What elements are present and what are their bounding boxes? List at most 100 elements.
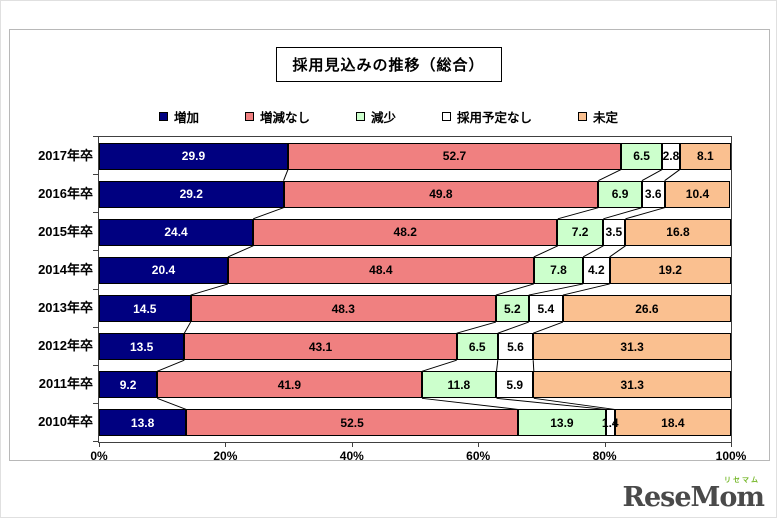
legend-label-increase: 増加 — [173, 111, 199, 125]
bar-segment: 6.9 — [598, 180, 642, 208]
resemom-logo-kana: リセマム — [724, 477, 760, 484]
bar-row: 20.4 48.4 7.8 4.2 19.2 — [99, 256, 731, 284]
x-axis-label: 40% — [339, 449, 364, 463]
bar-value-label: 3.6 — [644, 187, 662, 202]
bar-segment: 3.6 — [641, 180, 665, 208]
legend-item-undecided: 未定 — [578, 107, 618, 126]
category-label: 2015年卒 — [38, 223, 93, 239]
bar-value-label: 16.8 — [666, 225, 690, 240]
bar-segment: 19.2 — [609, 256, 731, 284]
bar-value-label: 41.9 — [277, 377, 302, 392]
legend-label-decrease: 減少 — [370, 111, 396, 125]
bar-value-label: 31.3 — [620, 339, 644, 354]
bar-segment: 2.8 — [662, 142, 680, 170]
bar-value-label: 29.2 — [179, 187, 203, 202]
bar-segment: 13.8 — [99, 409, 187, 437]
legend-swatch-no-hiring-plan — [442, 112, 451, 121]
y-axis-tick — [93, 174, 98, 176]
plot-area: 29.9 52.7 6.5 2.8 8.1 29.2 49.8 6.9 3.6 10.4 24.4 4… — [98, 136, 732, 443]
bar-segment: 24.4 — [99, 218, 254, 246]
bar-value-label: 6.5 — [633, 149, 650, 164]
bar-value-label: 49.8 — [429, 187, 453, 202]
bar-segment: 41.9 — [157, 371, 422, 399]
bar-value-label: 13.5 — [129, 339, 154, 354]
bar-value-label: 14.5 — [133, 301, 157, 316]
bar-segment: 43.1 — [184, 333, 457, 361]
legend-item-increase: 増加 — [158, 107, 199, 126]
bar-segment: 5.2 — [495, 295, 529, 323]
bar-row: 29.2 49.8 6.9 3.6 10.4 — [99, 180, 731, 208]
bar-segment: 5.4 — [528, 295, 563, 323]
bar-value-label: 18.4 — [661, 415, 685, 430]
x-axis-label: 80% — [592, 449, 617, 463]
bar-segment: 29.2 — [99, 180, 284, 208]
category-label: 2011年卒 — [38, 376, 93, 392]
bar-value-label: 1.4 — [601, 415, 619, 430]
x-axis-tick — [351, 442, 353, 447]
bar-segment: 13.5 — [99, 333, 185, 361]
bar-segment: 31.3 — [533, 333, 731, 361]
bar-row: 29.9 52.7 6.5 2.8 8.1 — [99, 142, 731, 170]
bar-value-label: 5.2 — [503, 301, 521, 316]
bar-segment: 13.9 — [518, 409, 606, 437]
bar-value-label: 7.8 — [550, 263, 567, 278]
bar-value-label: 48.4 — [369, 263, 393, 278]
bar-value-label: 48.2 — [393, 225, 417, 240]
category-label: 2017年卒 — [38, 147, 93, 163]
bar-segment: 18.4 — [614, 409, 731, 437]
bar-segment: 6.5 — [456, 333, 498, 361]
bar-value-label: 13.8 — [130, 415, 155, 430]
x-axis-label: 60% — [466, 449, 491, 463]
bar-segment: 7.2 — [557, 218, 603, 246]
legend-swatch-increase — [158, 112, 168, 121]
bar-value-label: 10.4 — [685, 187, 710, 202]
bar-segment: 52.7 — [287, 142, 622, 170]
legend-item-no-hiring-plan: 採用予定なし — [442, 107, 532, 126]
y-axis-tick — [93, 212, 98, 214]
bar-segment: 29.9 — [99, 142, 288, 170]
legend-label-undecided: 未定 — [593, 111, 619, 125]
x-axis-label: 100% — [715, 449, 747, 463]
chart-title: 採用見込みの推移（総合） — [275, 47, 502, 82]
bar-value-label: 11.8 — [447, 377, 471, 392]
bar-segment: 16.8 — [624, 218, 732, 246]
y-axis-tick — [93, 364, 98, 366]
bar-segment: 52.5 — [186, 409, 518, 437]
bar-value-label: 5.9 — [506, 377, 524, 392]
bar-value-label: 52.7 — [442, 149, 467, 164]
bar-segment: 14.5 — [99, 295, 191, 323]
bar-row: 13.5 43.1 6.5 5.6 31.3 — [99, 333, 731, 361]
bar-segment: 7.8 — [533, 256, 584, 284]
bar-value-label: 13.9 — [550, 415, 574, 430]
bar-segment: 8.1 — [679, 142, 731, 170]
bar-segment: 1.4 — [602, 409, 619, 437]
y-axis-tick — [93, 136, 98, 137]
category-label: 2013年卒 — [38, 300, 93, 316]
bar-value-label: 52.5 — [340, 415, 364, 430]
bar-segment: 31.3 — [533, 371, 732, 399]
bar-row: 9.2 41.9 11.8 5.9 31.3 — [99, 371, 732, 399]
bar-segment: 48.4 — [227, 256, 534, 284]
resemom-logo-text: ReseMom — [622, 482, 765, 513]
legend-swatch-no-change — [244, 112, 254, 121]
x-axis-tick — [604, 442, 606, 447]
bar-value-label: 20.4 — [151, 263, 176, 278]
category-label: 2012年卒 — [38, 338, 93, 354]
bar-segment: 3.5 — [602, 218, 625, 246]
y-axis-tick — [93, 288, 98, 290]
bar-value-label: 6.5 — [468, 339, 486, 354]
x-axis-tick — [99, 442, 100, 447]
bar-segment: 6.5 — [621, 142, 663, 170]
legend-item-no-change: 増減なし — [244, 107, 310, 126]
y-axis-tick — [93, 441, 98, 442]
bar-segment: 26.6 — [562, 295, 731, 323]
x-axis-label: 20% — [213, 449, 238, 463]
bar-value-label: 48.3 — [331, 301, 355, 316]
x-axis-tick — [478, 442, 480, 447]
bar-value-label: 29.9 — [181, 149, 206, 164]
bar-segment: 20.4 — [99, 256, 228, 284]
bar-segment: 10.4 — [664, 180, 731, 208]
category-label: 2016年卒 — [38, 185, 93, 201]
bar-value-label: 31.3 — [620, 377, 644, 392]
resemom-logo: リセマム ReseMom — [622, 475, 765, 513]
